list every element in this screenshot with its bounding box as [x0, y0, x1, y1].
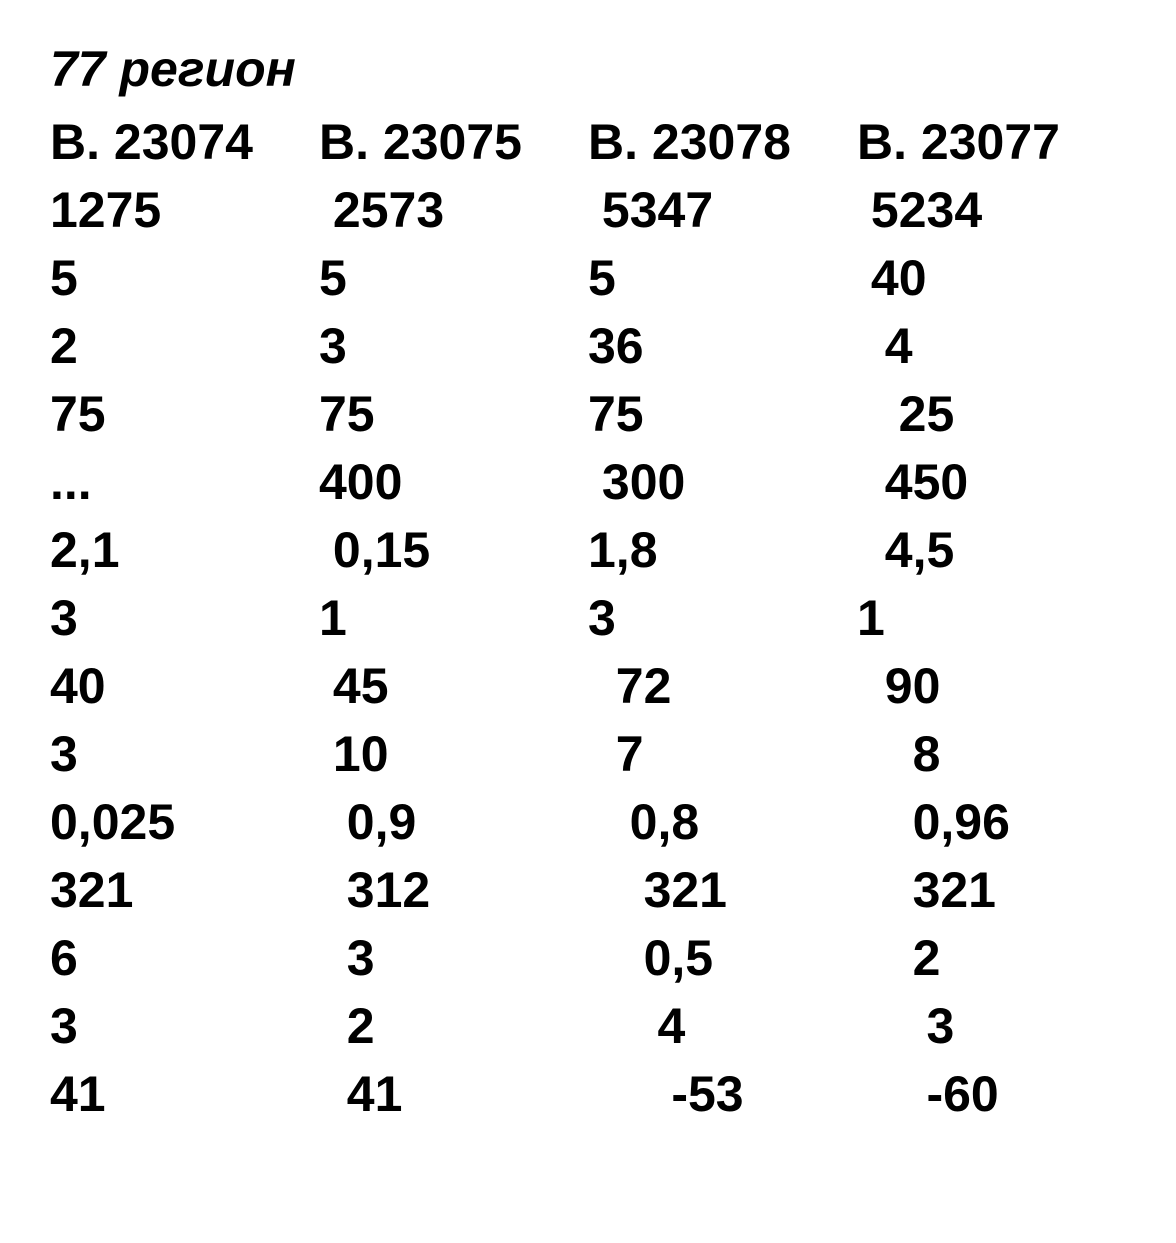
table-cell: 1	[857, 584, 1126, 652]
table-cell: 10	[319, 720, 588, 788]
table-cell: 300	[588, 448, 857, 516]
table-row: 3 10 7 8	[50, 720, 1126, 788]
table-cell: 5347	[588, 176, 857, 244]
data-table: В. 23074 В. 23075 В. 23078 В. 23077 1275…	[50, 108, 1126, 1128]
table-cell: 3	[319, 924, 588, 992]
table-cell: 5	[588, 244, 857, 312]
header-cell: В. 23077	[857, 108, 1126, 176]
table-cell: 2	[319, 992, 588, 1060]
table-cell: 75	[588, 380, 857, 448]
table-cell: ...	[50, 448, 319, 516]
header-cell: В. 23078	[588, 108, 857, 176]
table-cell: 3	[50, 720, 319, 788]
table-cell: 41	[50, 1060, 319, 1128]
table-cell: 1	[319, 584, 588, 652]
region-title: 77 регион	[50, 40, 1126, 98]
table-cell: 6	[50, 924, 319, 992]
header-cell: В. 23075	[319, 108, 588, 176]
table-cell: 1,8	[588, 516, 857, 584]
table-row: 75 75 75 25	[50, 380, 1126, 448]
header-row: В. 23074 В. 23075 В. 23078 В. 23077	[50, 108, 1126, 176]
table-cell: 8	[857, 720, 1126, 788]
table-cell: 4	[857, 312, 1126, 380]
table-cell: 41	[319, 1060, 588, 1128]
table-row: 2 3 36 4	[50, 312, 1126, 380]
table-cell: 0,9	[319, 788, 588, 856]
table-row: 5 5 5 40	[50, 244, 1126, 312]
table-cell: 25	[857, 380, 1126, 448]
table-cell: 0,8	[588, 788, 857, 856]
table-cell: 4	[588, 992, 857, 1060]
table-cell: 3	[50, 992, 319, 1060]
table-cell: 400	[319, 448, 588, 516]
table-row: 0,025 0,9 0,8 0,96	[50, 788, 1126, 856]
table-cell: 36	[588, 312, 857, 380]
table-row: 41 41 -53 -60	[50, 1060, 1126, 1128]
table-row: ... 400 300 450	[50, 448, 1126, 516]
table-row: 3 1 3 1	[50, 584, 1126, 652]
table-cell: 312	[319, 856, 588, 924]
table-cell: 3	[588, 584, 857, 652]
table-cell: 2,1	[50, 516, 319, 584]
table-cell: 321	[857, 856, 1126, 924]
table-cell: 3	[857, 992, 1126, 1060]
table-cell: 90	[857, 652, 1126, 720]
table-cell: 4,5	[857, 516, 1126, 584]
table-cell: 2	[50, 312, 319, 380]
header-cell: В. 23074	[50, 108, 319, 176]
table-row: 3 2 4 3	[50, 992, 1126, 1060]
table-cell: 40	[50, 652, 319, 720]
table-row: 6 3 0,5 2	[50, 924, 1126, 992]
table-cell: 5	[50, 244, 319, 312]
table-cell: 72	[588, 652, 857, 720]
table-cell: 40	[857, 244, 1126, 312]
table-cell: 5234	[857, 176, 1126, 244]
table-row: 321 312 321 321	[50, 856, 1126, 924]
table-cell: 1275	[50, 176, 319, 244]
table-cell: 321	[588, 856, 857, 924]
table-row: 1275 2573 5347 5234	[50, 176, 1126, 244]
table-cell: -53	[588, 1060, 857, 1128]
table-cell: 0,96	[857, 788, 1126, 856]
table-cell: 7	[588, 720, 857, 788]
table-cell: 75	[319, 380, 588, 448]
table-cell: 2	[857, 924, 1126, 992]
table-cell: 3	[319, 312, 588, 380]
table-cell: 450	[857, 448, 1126, 516]
table-cell: 0,025	[50, 788, 319, 856]
table-row: 40 45 72 90	[50, 652, 1126, 720]
table-cell: 75	[50, 380, 319, 448]
table-cell: -60	[857, 1060, 1126, 1128]
table-cell: 2573	[319, 176, 588, 244]
table-row: 2,1 0,15 1,8 4,5	[50, 516, 1126, 584]
table-cell: 321	[50, 856, 319, 924]
table-cell: 0,15	[319, 516, 588, 584]
table-cell: 0,5	[588, 924, 857, 992]
table-cell: 5	[319, 244, 588, 312]
table-cell: 45	[319, 652, 588, 720]
table-cell: 3	[50, 584, 319, 652]
